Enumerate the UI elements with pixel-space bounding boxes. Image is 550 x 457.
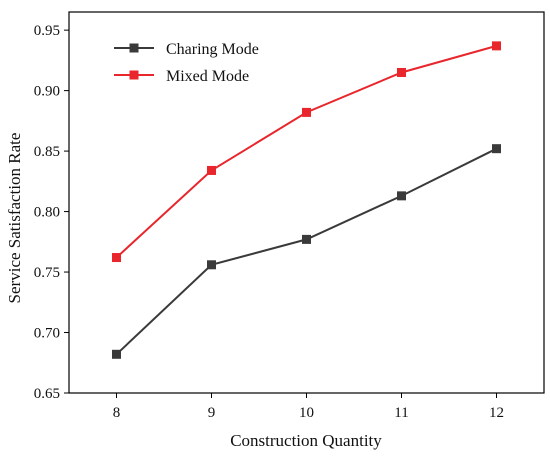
series-line-charing-mode xyxy=(115,147,497,356)
series-layer xyxy=(112,41,501,359)
data-point-charing-mode xyxy=(207,260,216,270)
y-axis-ticks: 0.65 0.70 0.75 0.80 0.85 0.90 0.95 xyxy=(34,23,69,402)
plot-border xyxy=(68,11,545,394)
data-point-mixed-mode xyxy=(397,67,406,77)
x-tick-label: 10 xyxy=(299,405,314,421)
x-tick-label: 8 xyxy=(113,405,121,421)
legend-marker-mixed-mode xyxy=(129,70,139,80)
x-axis-title: Construction Quantity xyxy=(230,431,382,450)
x-tick-label: 11 xyxy=(394,405,408,421)
x-tick-label: 9 xyxy=(208,405,216,421)
y-tick-label: 0.85 xyxy=(34,144,60,160)
plot-frame xyxy=(68,11,545,394)
legend: Charing Mode Mixed Mode xyxy=(114,41,259,85)
y-tick-label: 0.65 xyxy=(34,386,60,402)
data-point-charing-mode xyxy=(112,349,121,359)
data-point-mixed-mode xyxy=(302,107,311,117)
y-tick-label: 0.75 xyxy=(34,265,60,281)
y-tick-label: 0.90 xyxy=(34,84,60,100)
y-tick-label: 0.95 xyxy=(34,23,60,39)
y-tick-label: 0.80 xyxy=(34,205,60,221)
x-tick-label: 12 xyxy=(489,405,504,421)
x-axis-ticks: 8 9 10 11 12 xyxy=(113,393,504,421)
legend-label-charing-mode: Charing Mode xyxy=(166,41,259,58)
data-point-charing-mode xyxy=(302,234,311,244)
y-tick-label: 0.70 xyxy=(34,326,60,342)
data-point-charing-mode xyxy=(397,191,406,201)
y-axis-title: Service Satisfaction Rate xyxy=(5,133,24,304)
data-point-mixed-mode xyxy=(207,165,216,175)
data-point-mixed-mode xyxy=(492,41,501,51)
data-point-charing-mode xyxy=(492,144,501,154)
legend-marker-charing-mode xyxy=(129,43,139,53)
legend-label-mixed-mode: Mixed Mode xyxy=(166,68,249,85)
data-point-mixed-mode xyxy=(112,253,121,263)
